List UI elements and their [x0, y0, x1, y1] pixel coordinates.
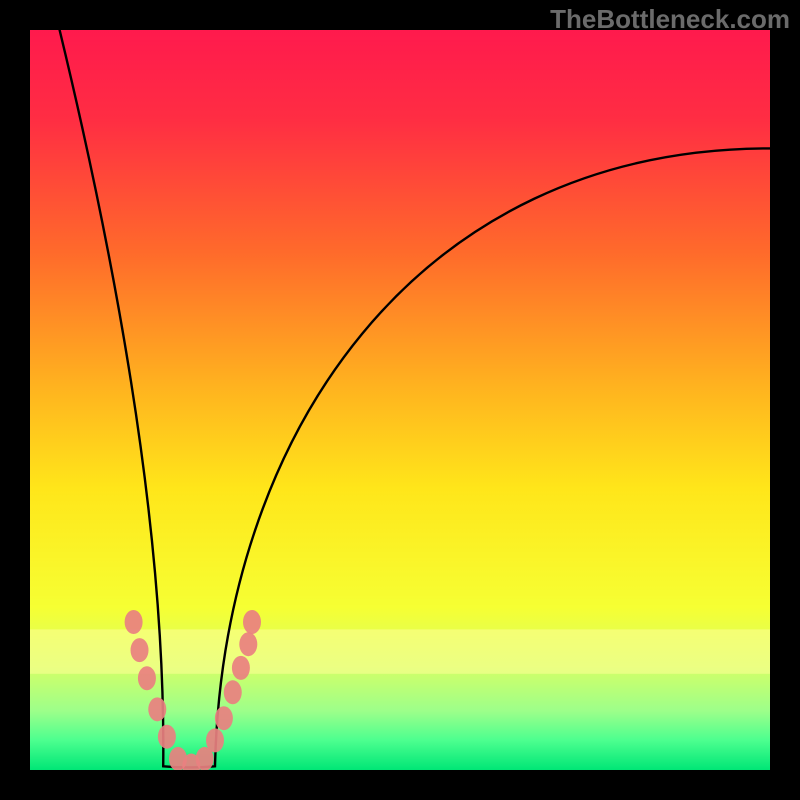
data-marker [232, 656, 250, 680]
chart-frame: TheBottleneck.com [0, 0, 800, 800]
data-marker [125, 610, 143, 634]
data-marker [148, 697, 166, 721]
data-marker [224, 680, 242, 704]
data-marker [243, 610, 261, 634]
data-marker [206, 728, 224, 752]
data-marker [138, 666, 156, 690]
data-marker [215, 706, 233, 730]
bottleneck-chart-svg [30, 30, 770, 770]
data-marker [131, 638, 149, 662]
data-marker [239, 632, 257, 656]
plot-area [30, 30, 770, 770]
data-marker [158, 725, 176, 749]
